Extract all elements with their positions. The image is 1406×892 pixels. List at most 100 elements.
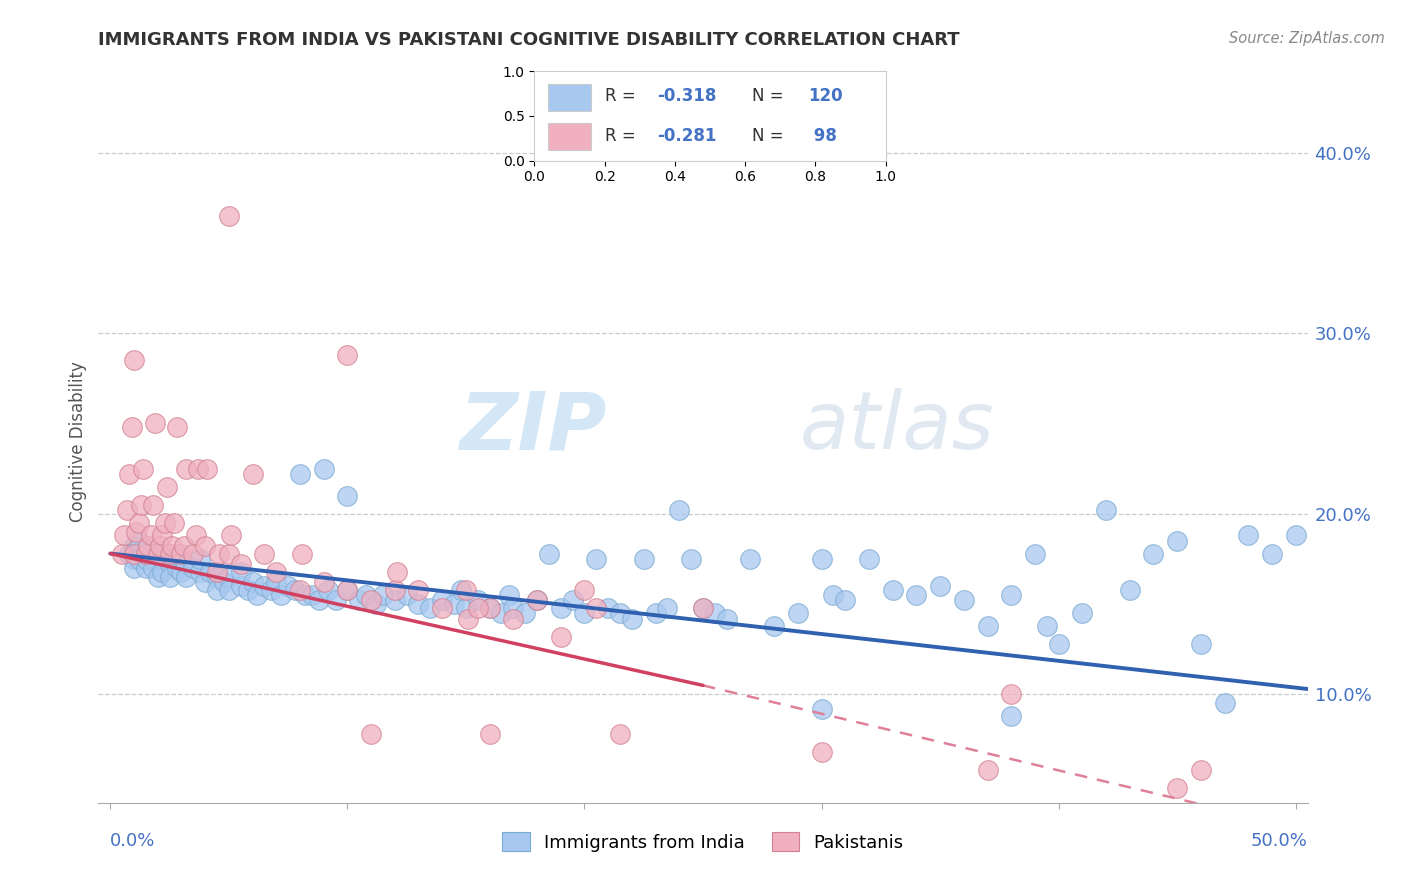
Point	[143, 417, 166, 431]
Point	[574, 606, 596, 620]
Point	[160, 539, 183, 553]
Point	[142, 498, 165, 512]
Point	[125, 524, 148, 539]
Text: N =: N =	[752, 127, 789, 145]
Point	[561, 593, 583, 607]
Point	[515, 606, 537, 620]
Point	[585, 600, 607, 615]
Y-axis label: Cognitive Disability: Cognitive Disability	[69, 361, 87, 522]
Point	[432, 593, 454, 607]
Point	[135, 547, 157, 561]
Point	[408, 582, 430, 597]
Point	[181, 547, 204, 561]
Point	[364, 597, 387, 611]
Text: atlas: atlas	[800, 388, 994, 467]
Point	[219, 528, 242, 542]
Point	[498, 588, 520, 602]
Point	[810, 552, 832, 566]
Point	[371, 588, 394, 602]
Point	[135, 542, 157, 557]
Point	[467, 593, 489, 607]
Point	[173, 539, 195, 553]
Point	[242, 575, 264, 590]
Point	[166, 561, 188, 575]
Point	[270, 588, 292, 602]
Text: IMMIGRANTS FROM INDIA VS PAKISTANI COGNITIVE DISABILITY CORRELATION CHART: IMMIGRANTS FROM INDIA VS PAKISTANI COGNI…	[98, 31, 960, 49]
Point	[457, 611, 479, 625]
Point	[136, 539, 159, 553]
Text: -0.318: -0.318	[657, 87, 717, 105]
Point	[197, 461, 219, 475]
Point	[537, 547, 560, 561]
Point	[585, 552, 607, 566]
Point	[114, 528, 136, 542]
Point	[692, 600, 714, 615]
Point	[1189, 764, 1212, 778]
Point	[478, 600, 501, 615]
Point	[356, 588, 378, 602]
Point	[502, 611, 524, 625]
Point	[1166, 781, 1188, 796]
Point	[360, 593, 382, 607]
Point	[218, 209, 240, 223]
Point	[128, 516, 150, 530]
Point	[139, 528, 162, 542]
Point	[115, 503, 138, 517]
Point	[763, 619, 786, 633]
Point	[159, 558, 181, 572]
Point	[1000, 709, 1022, 723]
Point	[1024, 547, 1046, 561]
Point	[1237, 528, 1260, 542]
Point	[142, 561, 165, 575]
Point	[385, 565, 408, 579]
Point	[550, 630, 572, 644]
Point	[122, 353, 145, 368]
Point	[657, 600, 679, 615]
Point	[129, 498, 152, 512]
Text: 0.0%: 0.0%	[110, 831, 156, 850]
Point	[905, 588, 928, 602]
Point	[1095, 503, 1118, 517]
Point	[668, 503, 690, 517]
Point	[929, 579, 952, 593]
Text: R =: R =	[605, 127, 641, 145]
Point	[159, 570, 181, 584]
Point	[156, 480, 179, 494]
Point	[229, 558, 252, 572]
Point	[336, 582, 359, 597]
Point	[149, 539, 172, 553]
Point	[336, 489, 359, 503]
Point	[312, 461, 335, 475]
Point	[111, 547, 134, 561]
Point	[1189, 637, 1212, 651]
Point	[550, 600, 572, 615]
Text: 98: 98	[808, 127, 838, 145]
Point	[194, 575, 217, 590]
Point	[633, 552, 655, 566]
Point	[181, 561, 204, 575]
Point	[187, 461, 209, 475]
Point	[236, 582, 259, 597]
Point	[312, 575, 335, 590]
Point	[184, 528, 207, 542]
Point	[1285, 528, 1308, 542]
Point	[308, 593, 330, 607]
Point	[1036, 619, 1059, 633]
Point	[1213, 697, 1236, 711]
Point	[858, 552, 880, 566]
Point	[810, 745, 832, 759]
Point	[384, 582, 406, 597]
Point	[253, 547, 276, 561]
Point	[118, 467, 141, 481]
Point	[644, 606, 666, 620]
Point	[325, 593, 347, 607]
Point	[419, 600, 441, 615]
Point	[146, 570, 169, 584]
Point	[163, 516, 186, 530]
Text: N =: N =	[752, 87, 789, 105]
Point	[478, 600, 501, 615]
Point	[264, 575, 287, 590]
Point	[478, 727, 501, 741]
Point	[174, 558, 197, 572]
Point	[882, 582, 904, 597]
